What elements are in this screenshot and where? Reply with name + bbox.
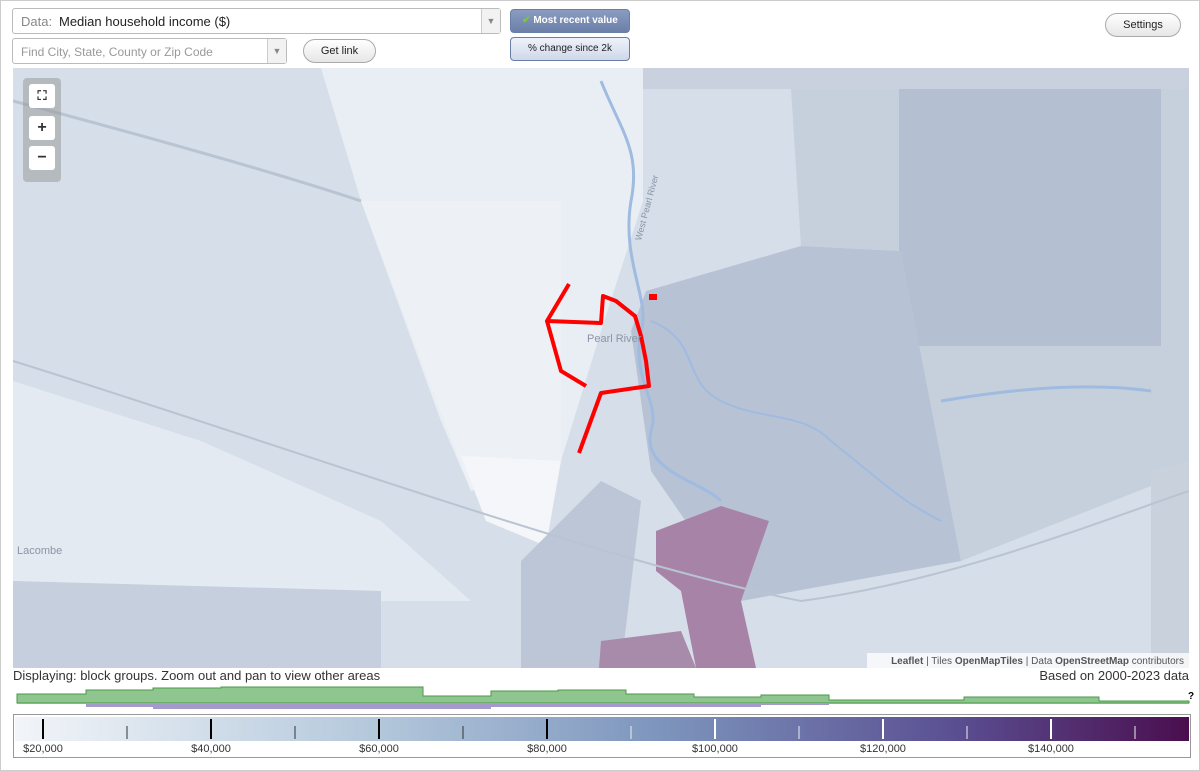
map[interactable]: Pearl River Lacombe West Pearl River Lea… <box>13 68 1189 668</box>
toggle-recent-label: Most recent value <box>533 15 618 26</box>
attr-link[interactable]: Leaflet <box>891 656 924 667</box>
attribution-bg <box>867 653 1189 668</box>
region <box>361 201 561 491</box>
road <box>13 360 1189 603</box>
river <box>940 385 1152 403</box>
fullscreen-button[interactable]: ⛶ <box>29 84 55 108</box>
region <box>521 481 641 668</box>
zoom-in-button[interactable]: + <box>29 116 55 140</box>
zoom-control: ⛶ + − <box>23 78 61 182</box>
place-label: Lacombe <box>17 545 62 557</box>
help[interactable]: ? <box>1188 691 1194 702</box>
region <box>13 581 381 668</box>
search-box[interactable]: Find City, State, County or Zip Code ▼ <box>12 38 287 64</box>
legend-label: $20,000 <box>23 743 63 755</box>
status-based-on: Based on 2000-2023 data <box>1039 668 1189 683</box>
dropdown-arrow: ▼ <box>481 9 500 33</box>
place-label: Pearl River <box>587 333 642 345</box>
region <box>899 89 1161 346</box>
toggle-change[interactable]: % change since 2k <box>510 37 630 61</box>
legend-label: $40,000 <box>191 743 231 755</box>
toggle-recent[interactable]: ✔ Most recent value <box>510 9 630 33</box>
attr-text: Tiles <box>931 656 952 667</box>
status-displaying: Displaying: block groups. Zoom out and p… <box>13 668 381 683</box>
region <box>13 381 471 601</box>
legend-label: $120,000 <box>860 743 906 755</box>
attr-link[interactable]: OpenMapTiles <box>955 656 1024 667</box>
boundary <box>545 282 651 454</box>
legend-label: $100,000 <box>692 743 738 755</box>
road <box>13 99 362 203</box>
settings-button[interactable]: Settings <box>1105 13 1181 37</box>
data-select[interactable]: Data: Median household income ($) ▼ <box>12 8 501 34</box>
legend-label: $60,000 <box>359 743 399 755</box>
histogram-baseline <box>17 703 1189 709</box>
legend-label: $140,000 <box>1028 743 1074 755</box>
legend-gradient <box>15 717 1189 741</box>
attr-link[interactable]: OpenStreetMap <box>1055 656 1129 667</box>
search-placeholder: Find City, State, County or Zip Code <box>21 45 213 59</box>
dropdown-arrow: ▼ <box>267 39 286 63</box>
boundary <box>545 320 588 388</box>
region <box>1151 461 1189 668</box>
region <box>643 68 1189 89</box>
legend-label: $80,000 <box>527 743 567 755</box>
attr-text: Data <box>1031 656 1053 667</box>
zoom-out-button[interactable]: − <box>29 146 55 170</box>
data-value: Median household income ($) <box>59 14 231 29</box>
data-label: Data: <box>21 14 53 29</box>
attr-text: contributors <box>1132 656 1184 667</box>
histogram: ? <box>16 686 1194 709</box>
boundary <box>649 294 657 300</box>
region <box>599 631 696 668</box>
attribution: Leaflet | Tiles OpenMapTiles | Data Open… <box>891 656 1184 667</box>
get-link-button[interactable]: Get link <box>303 39 376 63</box>
region <box>656 506 769 668</box>
region <box>461 456 561 546</box>
histogram-recent <box>16 686 1190 704</box>
river <box>650 320 942 522</box>
color-legend: $20,000 $40,000 $60,000 $80,000 $100,000 $120… <box>13 714 1191 758</box>
